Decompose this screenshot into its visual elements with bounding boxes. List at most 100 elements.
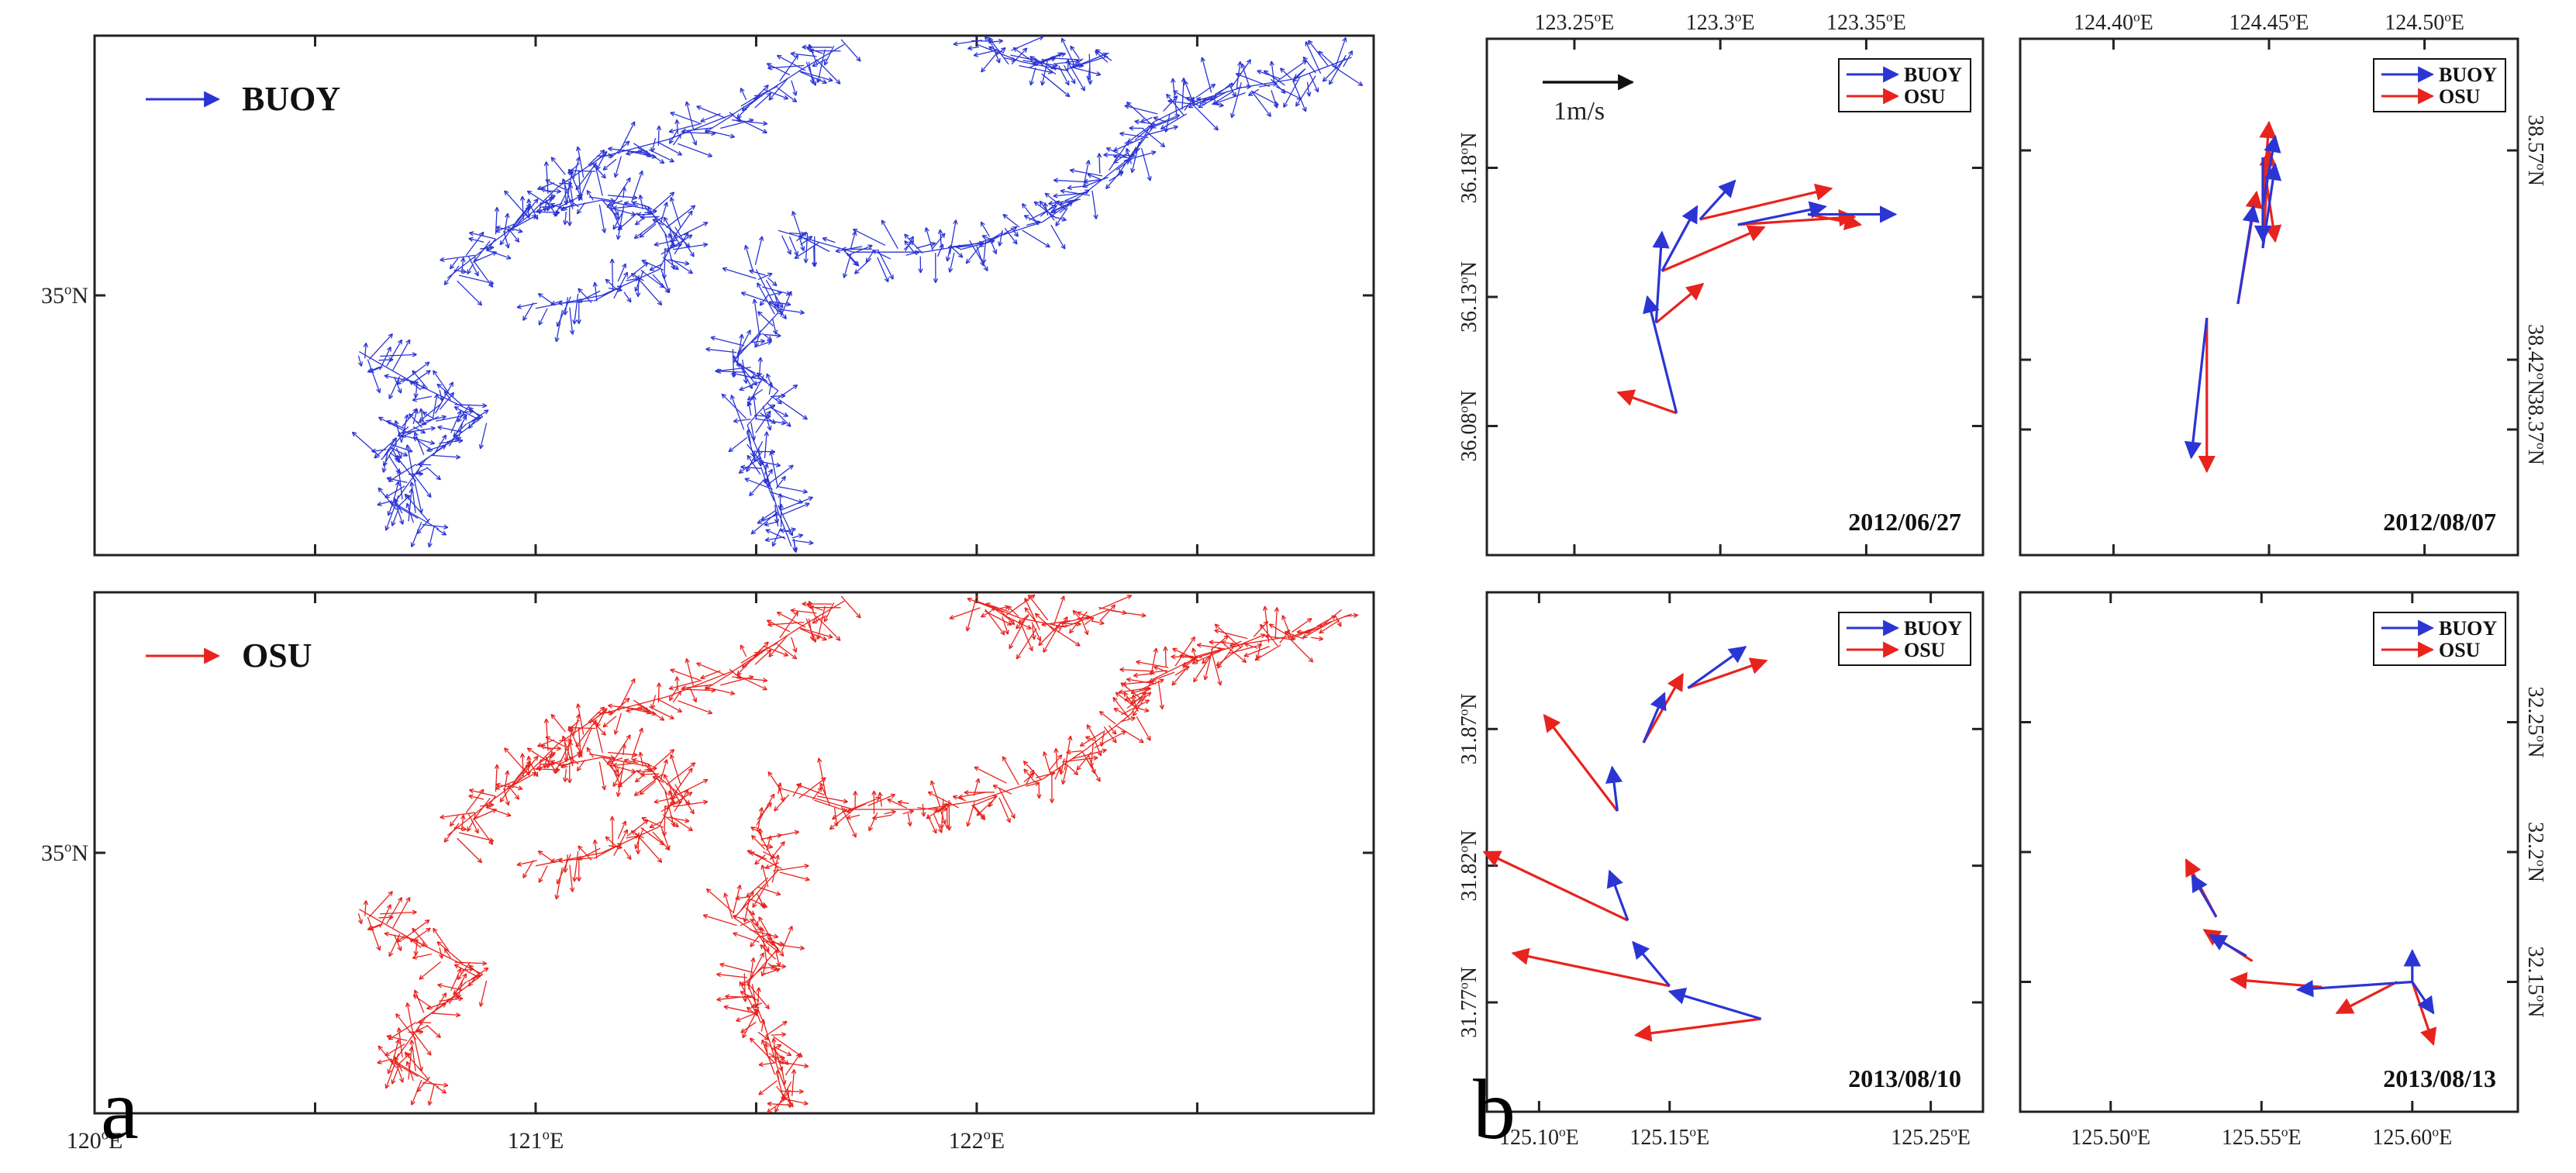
flow-arrow-head (776, 55, 781, 60)
flow-arrow-head (1246, 59, 1251, 63)
flow-arrow-head (754, 1009, 757, 1014)
flow-arrow-head (760, 864, 763, 870)
flow-arrow-head (411, 543, 416, 547)
flow-arrow-head (1025, 47, 1028, 53)
flow-arrow-head (1120, 171, 1124, 177)
flow-arrow (460, 815, 464, 831)
flow-arrow (703, 914, 737, 926)
flow-arrow-head (1153, 666, 1157, 671)
flow-arrow-head (419, 473, 424, 477)
flow-arrow (663, 774, 681, 802)
flow-arrow-head (1052, 67, 1057, 71)
flow-arrow-head (1215, 623, 1220, 626)
flow-arrow (740, 466, 762, 469)
flow-arrow (790, 53, 817, 57)
y-tick-label: 31.77oN (1456, 967, 1481, 1038)
flow-arrow (640, 269, 665, 288)
track-segment (733, 312, 779, 361)
flow-arrow-head (805, 879, 810, 881)
flow-arrow (1060, 190, 1091, 196)
flow-arrow-head (760, 971, 763, 977)
flow-arrow-head (550, 300, 555, 305)
flow-arrow (1113, 137, 1143, 152)
flow-arrow (928, 791, 959, 809)
flow-arrow-head (1005, 819, 1011, 823)
flow-arrow (748, 957, 754, 990)
flow-arrow-head (550, 754, 554, 759)
flow-arrow (1009, 618, 1026, 649)
flow-arrow-head (1216, 125, 1219, 131)
flow-arrow-head (926, 817, 932, 819)
flow-arrow-head (835, 81, 841, 85)
flow-arrow (1071, 58, 1084, 68)
flow-arrow (998, 788, 1016, 819)
track-segment (1064, 52, 1109, 71)
flow-arrow-head (750, 944, 755, 947)
flow-arrow-head (352, 431, 357, 434)
flow-arrow (406, 1002, 415, 1038)
flow-arrow-head (607, 759, 612, 764)
flow-arrow-head (1264, 605, 1268, 611)
comparison-subplot: 123.25oE 123.3oE 123.35oE36.18oN36.13oN36.… (1456, 9, 1985, 557)
flow-arrow-head (778, 854, 780, 860)
flow-arrow-head (1308, 40, 1313, 43)
flow-arrow (1241, 64, 1250, 86)
flow-arrow (1011, 47, 1028, 65)
flow-arrow-head (623, 743, 627, 749)
flow-arrow (735, 895, 751, 899)
flow-arrow-head (657, 860, 662, 864)
flow-arrow-head (749, 493, 754, 497)
track-segment (976, 221, 1043, 244)
flow-arrow-head (729, 136, 735, 139)
flow-arrow-head (467, 828, 472, 832)
flow-arrow-head (771, 1037, 774, 1044)
flow-arrow (499, 775, 519, 802)
flow-arrow (781, 1066, 785, 1085)
flow-arrow-head (405, 896, 411, 901)
flow-arrow-head (776, 968, 781, 973)
flow-arrow-head (765, 529, 770, 534)
flow-arrow-head (449, 264, 452, 269)
y-tick-label: 31.87oN (1456, 693, 1481, 764)
plot-frame (2019, 37, 2519, 557)
flow-arrow-head (1318, 50, 1323, 53)
flow-arrow-head (733, 420, 739, 424)
flow-arrow (933, 813, 943, 833)
flow-arrow (791, 540, 814, 544)
flow-arrow (636, 147, 650, 155)
flow-arrow-head (405, 1061, 408, 1067)
track-segment (1042, 191, 1088, 223)
flow-arrow (753, 414, 771, 418)
flow-arrow (1041, 73, 1071, 98)
flow-arrow-head (419, 1031, 424, 1035)
flow-arrow-head (646, 150, 650, 155)
flow-arrow-head (676, 676, 680, 681)
flow-arrow (775, 512, 779, 527)
flow-arrow (765, 1020, 788, 1037)
flow-arrow-head (514, 240, 519, 243)
flow-arrow (450, 968, 462, 992)
flow-arrow-head (394, 1056, 399, 1061)
flow-arrow (386, 478, 408, 484)
flow-arrow-head (764, 536, 770, 541)
flow-arrow (457, 961, 471, 980)
flow-arrow-head (674, 119, 678, 125)
track-segment (747, 947, 779, 984)
flow-arrow (420, 408, 424, 422)
flow-arrow-head (489, 837, 495, 842)
flow-arrow-head (710, 336, 715, 341)
flow-arrow-head (740, 464, 746, 467)
flow-arrow-head (357, 919, 362, 925)
flow-arrow-head (1193, 677, 1195, 682)
flow-arrow-head (753, 95, 759, 97)
flow-arrow-head (692, 762, 696, 768)
flow-arrow (755, 460, 781, 467)
flow-arrow-head (659, 286, 664, 288)
flow-arrow-head (1122, 612, 1127, 616)
flow-arrow (1005, 594, 1036, 616)
flow-arrow-head (876, 797, 881, 802)
flow-arrow-head (474, 257, 476, 262)
flow-arrow (1144, 126, 1178, 136)
flow-arrow-head (806, 604, 811, 609)
flow-arrow-head (924, 227, 927, 233)
